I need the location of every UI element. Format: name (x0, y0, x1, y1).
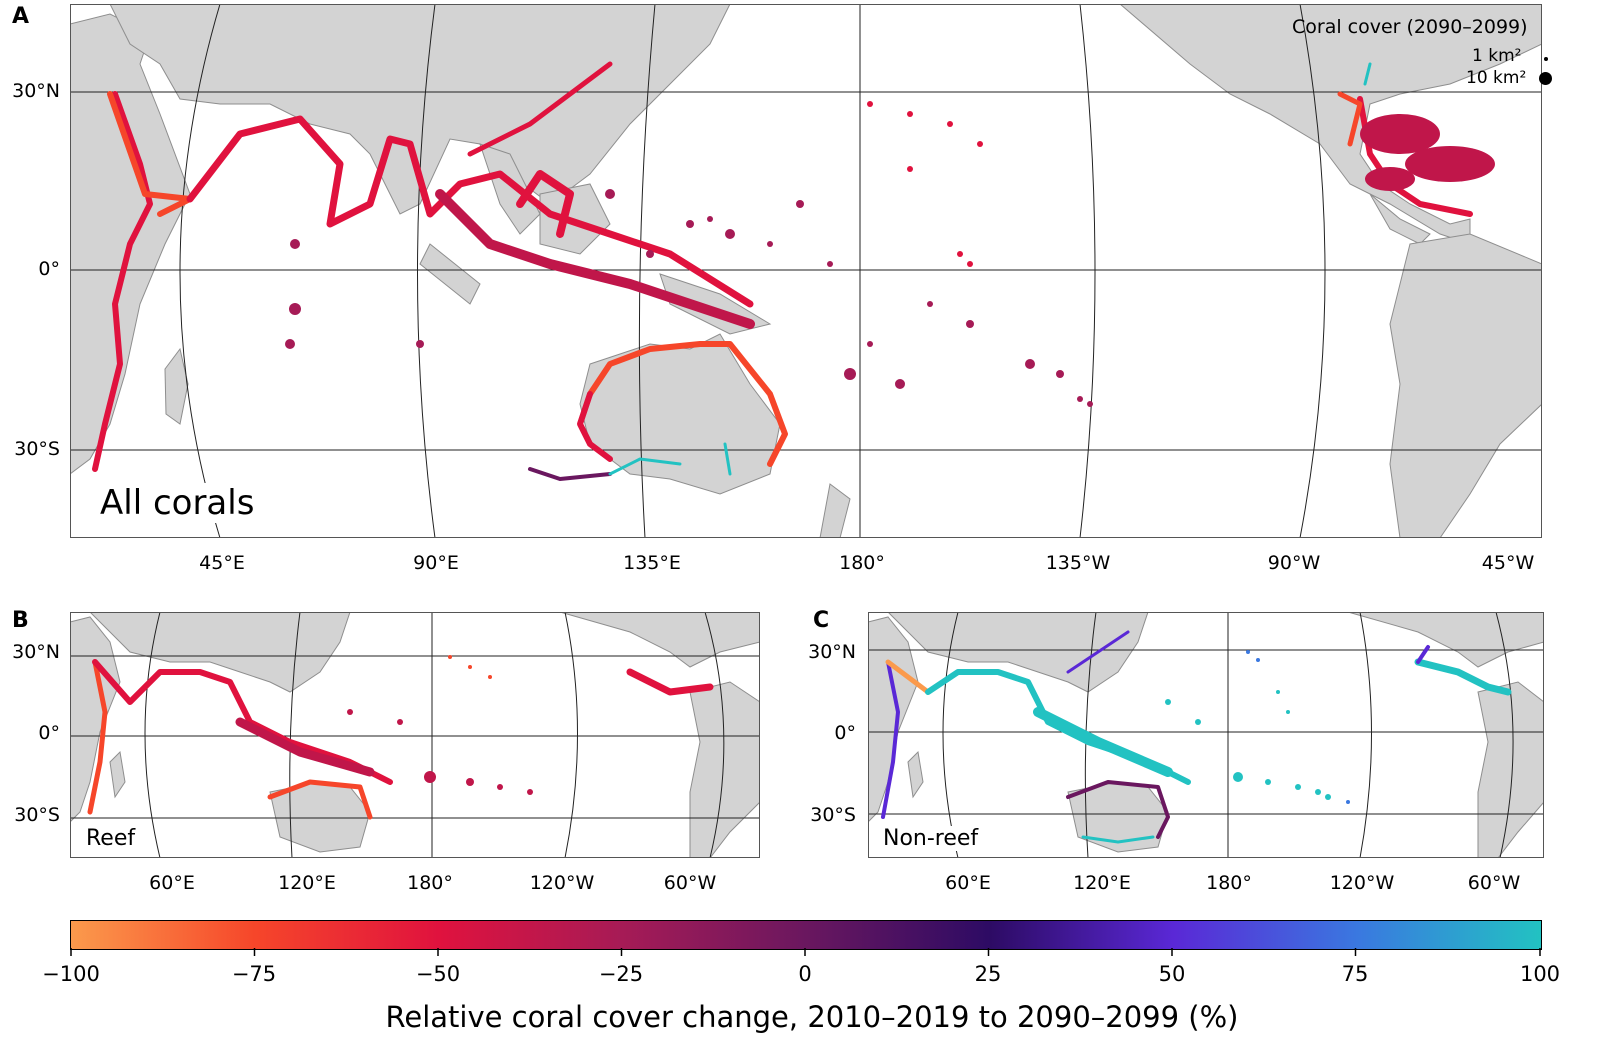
land-nz (819, 483, 851, 538)
panel-b-lon-tick: 120°W (529, 872, 595, 894)
colorbar-tick-label: 25 (974, 962, 1002, 986)
size-legend-dot-small (1544, 57, 1548, 61)
land-north-america (1119, 4, 1542, 245)
land-central-america (1369, 193, 1431, 245)
colorbar-tick-label: −50 (415, 962, 461, 986)
colorbar-ticks (70, 948, 1541, 956)
colorbar-tick-label: −75 (231, 962, 277, 986)
colorbar-tick-label: −25 (598, 962, 644, 986)
panel-a-lon-tick: 180° (839, 552, 885, 574)
colorbar-tick-label: 100 (1519, 962, 1561, 986)
panel-b-lat-tick: 0° (38, 722, 60, 744)
colorbar-tick-label: 50 (1158, 962, 1186, 986)
panel-a-lon-tick: 90°E (413, 552, 459, 574)
panel-b-lat-tick: 30°S (14, 804, 60, 826)
panel-b-lon-tick: 180° (407, 872, 453, 894)
panel-c-lat-tick: 30°N (808, 641, 856, 663)
panel-c-lon-tick: 120°W (1329, 872, 1395, 894)
panel-c-lon-tick: 60°W (1467, 872, 1521, 894)
panel-a-lon-tick: 45°E (199, 552, 245, 574)
panel-c-label: Non-reef (881, 826, 981, 851)
panel-c-lon-tick: 120°E (1073, 872, 1131, 894)
panel-a-label: All corals (98, 483, 257, 523)
size-legend-entry-large: 10 km² (1466, 68, 1527, 88)
panel-b-letter: B (12, 608, 29, 633)
panel-b-lat-tick: 30°N (12, 641, 60, 663)
panel-c-map (868, 612, 1544, 858)
colorbar-title: Relative coral cover change, 2010–2019 t… (385, 1000, 1239, 1034)
size-legend-title: Coral cover (2090–2099) (1292, 16, 1528, 38)
panel-c-lat-tick: 30°S (810, 804, 856, 826)
panel-c-letter: C (813, 608, 830, 633)
panel-b-lon-tick: 60°E (149, 872, 195, 894)
land-asia (109, 4, 731, 215)
panel-b-lon-tick: 120°E (278, 872, 336, 894)
panel-a-letter: A (12, 4, 30, 29)
land-madagascar (164, 347, 189, 425)
panel-c-lon-tick: 60°E (945, 872, 991, 894)
panel-a-lat-tick: 30°S (14, 438, 60, 460)
panel-c-lon-tick: 180° (1206, 872, 1252, 894)
panel-a-lon-tick: 135°W (1045, 552, 1111, 574)
colorbar-tick-label: −100 (42, 962, 100, 986)
panel-b-map (70, 612, 760, 858)
panel-b-label: Reef (84, 826, 138, 851)
colorbar-gradient (70, 920, 1542, 950)
land-south-america (1389, 233, 1542, 538)
land-sumatra (419, 243, 481, 305)
colorbar-tick-label: 0 (798, 962, 812, 986)
panel-c-lat-tick: 0° (834, 722, 856, 744)
panel-a-lat-tick: 0° (38, 258, 60, 280)
panel-a-lon-tick: 90°W (1267, 552, 1321, 574)
size-legend-dot-large (1539, 72, 1552, 85)
size-legend-entry-small: 1 km² (1472, 46, 1522, 66)
panel-a-lon-tick: 45°W (1481, 552, 1535, 574)
colorbar-tick-label: 75 (1341, 962, 1369, 986)
panel-b-lon-tick: 60°W (663, 872, 717, 894)
panel-a-lat-tick: 30°N (12, 80, 60, 102)
panel-a-lon-tick: 135°E (623, 552, 681, 574)
land-se-asia (479, 143, 541, 235)
panel-a-map (70, 4, 1542, 538)
